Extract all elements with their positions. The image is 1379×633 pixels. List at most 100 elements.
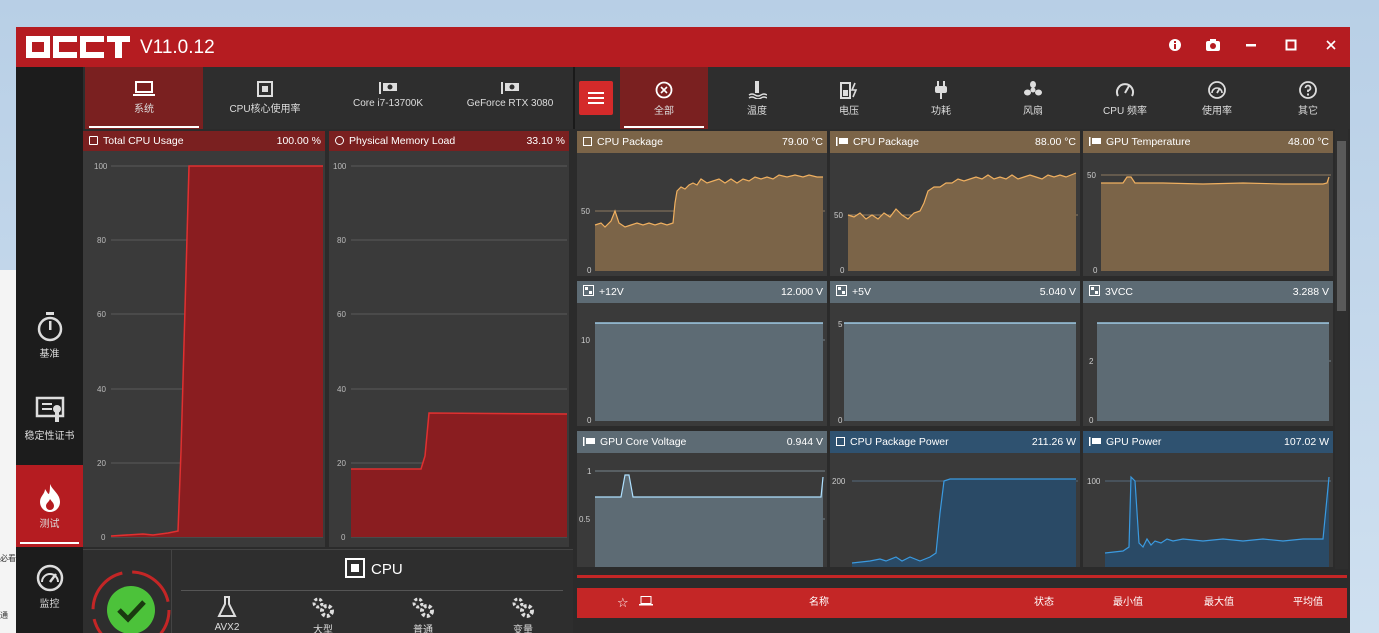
board-icon — [583, 285, 594, 296]
sensor-graph: 50 0 — [834, 172, 1078, 275]
nav-item-test[interactable]: 测试 — [16, 465, 83, 547]
frequency-icon — [1116, 83, 1134, 97]
nav-item-stability-certificate[interactable]: 稳定性证书 — [16, 395, 83, 449]
svg-text:200: 200 — [832, 477, 846, 486]
sensor-graph: 50 — [838, 320, 1076, 425]
sensor-value: 88.00 °C — [1035, 136, 1076, 148]
column-average[interactable]: 平均值 — [1293, 597, 1323, 608]
svg-text:5: 5 — [838, 320, 843, 329]
tab-temperature[interactable]: 温度 — [712, 67, 802, 129]
svg-text:40: 40 — [337, 385, 346, 394]
tab-label: 使用率 — [1202, 106, 1232, 117]
sensor-name: GPU Core Voltage — [600, 436, 687, 448]
sensor-header: CPU Package 79.00 °C — [577, 131, 827, 153]
cpu-chip-icon — [257, 81, 273, 97]
sensor-graph: 50 0 — [581, 174, 825, 275]
svg-text:100: 100 — [1087, 477, 1101, 486]
svg-text:80: 80 — [337, 236, 346, 245]
usage-icon — [1208, 81, 1226, 99]
left-navigation: 基准 稳定性证书 测试 监控 — [16, 67, 83, 633]
memory-load-panel: Physical Memory Load 33.10 % 100 80 60 40 2… — [329, 131, 569, 547]
test-mode-avx2[interactable]: AVX2 — [207, 596, 247, 633]
nav-item-label: 基准 — [39, 349, 60, 360]
tab-all[interactable]: 全部 — [620, 67, 708, 129]
test-mode-label: 变量 — [513, 625, 533, 633]
test-title-text: CPU — [371, 561, 403, 578]
title-bar: V11.0.12 — [16, 27, 1350, 67]
sensor-name: +5V — [852, 286, 871, 298]
flask-icon — [217, 596, 237, 617]
tab-cpu-model[interactable]: Core i7-13700K — [329, 67, 447, 129]
tab-label: 电压 — [839, 106, 859, 117]
occt-window: V11.0.12 基准 稳定性证书 测试 — [16, 27, 1350, 633]
tab-cpu-core-usage[interactable]: CPU核心使用率 — [205, 67, 325, 129]
test-mode-variable[interactable]: 变量 — [503, 596, 543, 633]
tab-label: CPU 频率 — [1103, 106, 1147, 117]
sensor-header: CPU Package Power 211.26 W — [830, 431, 1080, 453]
svg-text:0: 0 — [587, 416, 592, 425]
tab-label: 功耗 — [931, 106, 951, 117]
sensor-table-header: ☆ 名称 状态 最小值 最大值 平均值 — [577, 588, 1347, 618]
sensor-cpu-package-temp-2: CPU Package 88.00 °C 50 0 — [830, 131, 1080, 276]
nav-item-benchmark[interactable]: 基准 — [16, 311, 83, 371]
info-icon[interactable] — [1164, 36, 1186, 58]
tab-other[interactable]: 其它 — [1264, 67, 1350, 129]
plug-icon — [935, 81, 947, 99]
card-icon — [583, 437, 595, 446]
thermometer-icon — [748, 81, 767, 99]
test-title: CPU — [345, 558, 403, 578]
sensor-12v: +12V 12.000 V 10 0 — [577, 281, 827, 426]
maximize-icon[interactable] — [1280, 36, 1302, 58]
test-mode-large[interactable]: 大型 — [303, 596, 343, 633]
close-icon[interactable] — [1320, 36, 1342, 58]
tab-power[interactable]: 功耗 — [896, 67, 986, 129]
test-mode-normal[interactable]: 普通 — [403, 596, 443, 633]
svg-text:60: 60 — [97, 310, 106, 319]
star-icon[interactable]: ☆ — [617, 595, 629, 610]
app-version: V11.0.12 — [140, 37, 215, 58]
sensor-header: +5V 5.040 V — [830, 281, 1080, 303]
fan-icon — [1024, 81, 1042, 96]
svg-text:0: 0 — [341, 533, 346, 542]
tab-gpu-model[interactable]: GeForce RTX 3080 — [449, 67, 571, 129]
panel-splitter[interactable] — [577, 575, 1347, 578]
sensor-graph: 10.5 — [579, 467, 825, 567]
cpu-usage-header: Total CPU Usage 100.00 % — [83, 131, 325, 151]
column-min[interactable]: 最小值 — [1113, 597, 1143, 608]
sensor-value: 48.00 °C — [1288, 136, 1329, 148]
card-icon — [1089, 137, 1101, 146]
svg-text:50: 50 — [581, 207, 590, 216]
certificate-icon — [35, 396, 64, 422]
sensor-value: 0.944 V — [786, 436, 823, 448]
column-status[interactable]: 状态 — [1034, 597, 1054, 608]
sensor-value: 211.26 W — [1031, 436, 1076, 448]
cpu-chip-icon — [89, 136, 98, 145]
camera-icon[interactable] — [1202, 36, 1224, 58]
sensor-scrollbar[interactable] — [1335, 129, 1348, 569]
column-name[interactable]: 名称 — [809, 597, 829, 608]
background-text: 通 — [0, 611, 8, 620]
cpu-usage-value: 100.00 % — [276, 135, 321, 147]
column-max[interactable]: 最大值 — [1204, 597, 1234, 608]
tab-usage[interactable]: 使用率 — [1172, 67, 1262, 129]
minimize-icon[interactable] — [1240, 36, 1262, 58]
tab-system[interactable]: 系统 — [85, 67, 203, 129]
svg-text:50: 50 — [1087, 171, 1096, 180]
gauge-icon — [36, 564, 63, 592]
svg-text:100: 100 — [94, 162, 108, 171]
test-panel: CPU AVX2 大型 普通 变量 — [83, 549, 573, 633]
background-text: 必看 — [0, 554, 16, 563]
nav-item-monitoring[interactable]: 监控 — [16, 563, 83, 623]
laptop-icon[interactable] — [639, 589, 653, 619]
nav-item-label: 稳定性证书 — [24, 431, 75, 442]
test-mode-label: 大型 — [313, 625, 333, 633]
scrollbar-thumb[interactable] — [1337, 141, 1346, 311]
cpu-card-icon — [379, 82, 397, 94]
menu-button[interactable] — [579, 81, 613, 115]
svg-text:1: 1 — [587, 467, 592, 476]
tab-fan[interactable]: 风扇 — [988, 67, 1078, 129]
gears-icon — [512, 597, 534, 618]
tab-voltage[interactable]: 电压 — [804, 67, 894, 129]
tab-cpu-frequency[interactable]: CPU 频率 — [1080, 67, 1170, 129]
